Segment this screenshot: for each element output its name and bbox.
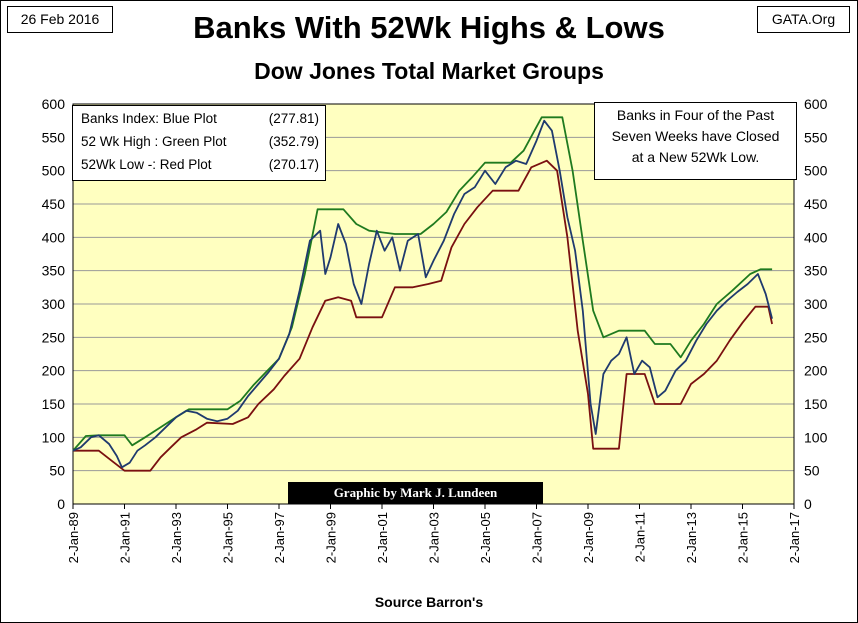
plot-border (72, 103, 795, 505)
x-tick-label: 2-Jan-99 (324, 512, 339, 563)
legend-value: (270.17) (268, 157, 319, 172)
legend-item-high: 52 Wk High : Green Plot (352.79) (81, 132, 319, 152)
y-tick-label-left: 550 (42, 129, 66, 145)
legend-label: 52Wk Low -: Red Plot (81, 157, 212, 172)
y-tick-label-left: 500 (42, 163, 66, 179)
legend-item-low: 52Wk Low -: Red Plot (270.17) (81, 155, 319, 175)
chart-title: Banks With 52Wk Highs & Lows (193, 10, 665, 45)
y-tick-label-right: 500 (804, 163, 828, 179)
legend-value: (352.79) (268, 134, 319, 149)
y-tick-label-right: 50 (804, 463, 820, 479)
x-tick-label: 2-Jan-95 (221, 512, 236, 563)
series-line-52wk-low (73, 159, 773, 472)
y-tick-label-left: 50 (49, 463, 65, 479)
annotation-note: Banks in Four of the Past Seven Weeks ha… (594, 102, 797, 180)
x-tick-label: 2-Jan-01 (375, 512, 390, 563)
x-tick-label: 2-Jan-91 (118, 512, 133, 563)
y-tick-label-left: 350 (42, 263, 66, 279)
y-tick-label-right: 150 (804, 396, 828, 412)
legend-label: Banks Index: Blue Plot (81, 111, 217, 126)
x-tick-label: 2-Jan-11 (633, 512, 648, 562)
y-tick-label-left: 100 (42, 429, 66, 445)
y-tick-label-right: 600 (804, 96, 828, 112)
y-tick-label-left: 150 (42, 396, 66, 412)
legend-value: (277.81) (268, 111, 319, 126)
y-tick-label-right: 350 (804, 263, 828, 279)
series-line-index (72, 119, 773, 469)
x-tick-label: 2-Jan-97 (272, 512, 287, 563)
y-tick-label-left: 400 (42, 229, 66, 245)
legend-item-index: Banks Index: Blue Plot (277.81) (81, 109, 319, 129)
y-tick-label-right: 200 (804, 363, 828, 379)
y-tick-label-right: 300 (804, 296, 828, 312)
y-tick-label-left: 450 (42, 196, 66, 212)
y-tick-label-right: 0 (804, 496, 812, 512)
x-tick-label: 2-Jan-03 (427, 512, 442, 563)
y-tick-label-right: 100 (804, 429, 828, 445)
note-line: at a New 52Wk Low. (631, 149, 760, 165)
x-tick-label: 2-Jan-93 (169, 512, 184, 563)
x-tick-label: 2-Jan-17 (787, 512, 802, 563)
x-tick-label: 2-Jan-15 (736, 512, 751, 563)
y-tick-label-right: 250 (804, 329, 828, 345)
note-line: Banks in Four of the Past (616, 107, 775, 123)
y-tick-label-right: 400 (804, 229, 828, 245)
y-tick-label-right: 550 (804, 129, 828, 145)
x-tick-label: 2-Jan-13 (684, 512, 699, 563)
legend-label: 52 Wk High : Green Plot (81, 134, 227, 149)
y-tick-label-left: 600 (42, 96, 66, 112)
y-tick-label-left: 0 (57, 496, 65, 512)
x-axis-label: Source Barron's (374, 594, 484, 610)
note-line: Seven Weeks have Closed (611, 128, 780, 144)
y-tick-label-left: 250 (42, 329, 66, 345)
x-tick-label: 2-Jan-07 (530, 512, 545, 563)
y-tick-label-right: 450 (804, 196, 828, 212)
x-tick-label: 2-Jan-89 (66, 512, 81, 563)
credit-banner: Graphic by Mark J. Lundeen (288, 482, 543, 504)
source-site-label: GATA.Org (757, 6, 850, 33)
x-tick-label: 2-Jan-05 (478, 512, 493, 563)
legend: Banks Index: Blue Plot (277.81) 52 Wk Hi… (72, 105, 326, 181)
x-tick-label: 2-Jan-09 (581, 512, 596, 563)
y-tick-label-left: 300 (42, 296, 66, 312)
date-label: 26 Feb 2016 (7, 6, 113, 33)
chart-subtitle: Dow Jones Total Market Groups (254, 58, 604, 84)
y-tick-label-left: 200 (42, 363, 66, 379)
